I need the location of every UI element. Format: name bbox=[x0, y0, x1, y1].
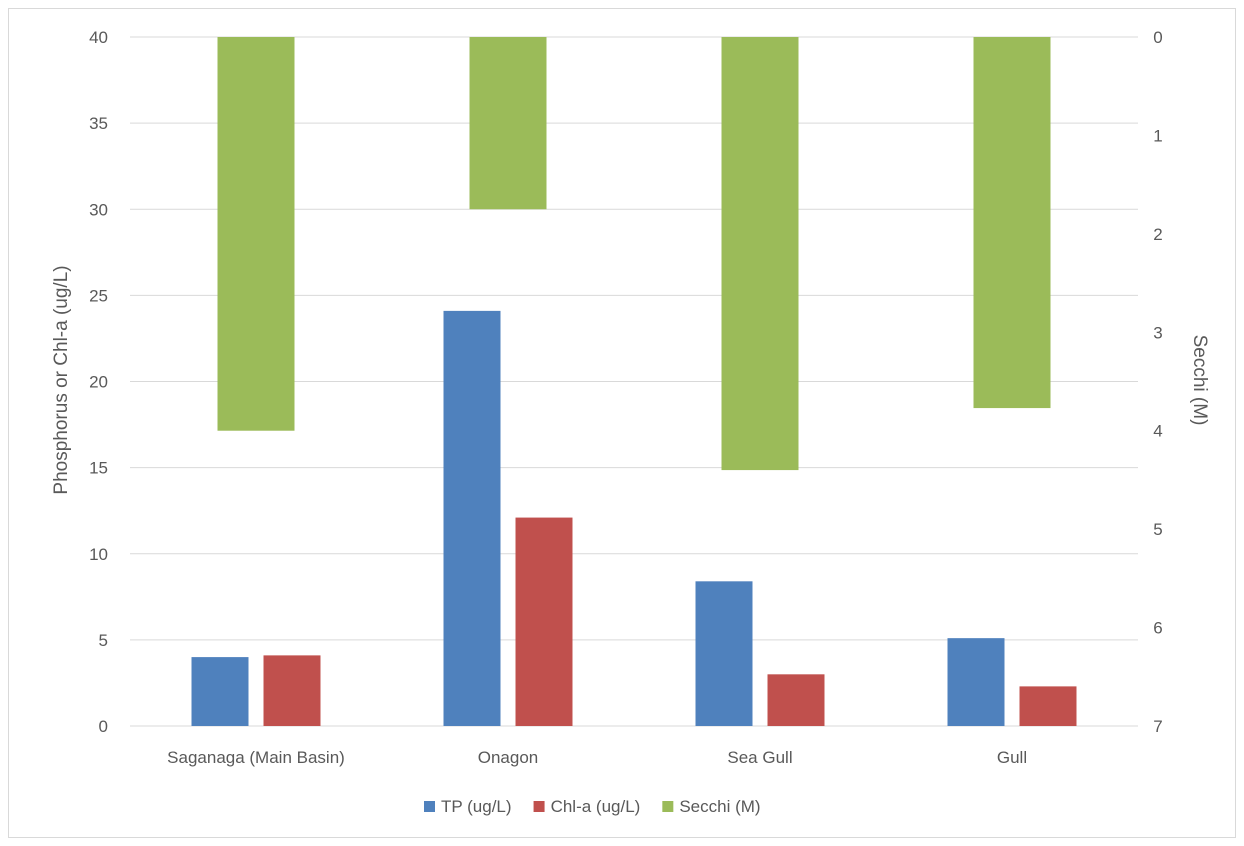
y2-tick-label: 4 bbox=[1153, 422, 1162, 441]
legend-label: Chl-a (ug/L) bbox=[551, 797, 641, 816]
y-tick-label: 40 bbox=[89, 28, 108, 47]
y2-tick-label: 0 bbox=[1153, 28, 1162, 47]
y-axis-title: Phosphorus or Chl-a (ug/L) bbox=[51, 265, 72, 494]
y2-tick-label: 3 bbox=[1153, 323, 1162, 342]
legend-label: Secchi (M) bbox=[679, 797, 760, 816]
y-tick-label: 10 bbox=[89, 545, 108, 564]
category-axis-ticks: Saganaga (Main Basin) Onagon Sea Gull Gull bbox=[167, 748, 1027, 767]
right-axis-ticks: 0 1 2 3 4 5 6 7 bbox=[1153, 28, 1162, 736]
y-tick-label: 20 bbox=[89, 373, 108, 392]
y2-axis-title: Secchi (M) bbox=[1189, 335, 1210, 426]
bar-secchi bbox=[721, 37, 799, 471]
bar-chla bbox=[767, 674, 825, 726]
bar-secchi bbox=[469, 37, 547, 210]
left-axis-ticks: 0 5 10 15 20 25 30 35 40 bbox=[89, 28, 108, 736]
y2-tick-label: 2 bbox=[1153, 225, 1162, 244]
y-tick-label: 0 bbox=[99, 717, 108, 736]
x-tick-label: Sea Gull bbox=[727, 748, 792, 767]
bar-tp bbox=[947, 638, 1005, 726]
bar-chla bbox=[515, 517, 573, 726]
bar-tp bbox=[695, 581, 753, 726]
y-tick-label: 30 bbox=[89, 200, 108, 219]
legend-swatch bbox=[424, 801, 435, 812]
y2-tick-label: 1 bbox=[1153, 126, 1162, 145]
y-tick-label: 25 bbox=[89, 286, 108, 305]
y2-tick-label: 6 bbox=[1153, 619, 1162, 638]
y2-tick-label: 5 bbox=[1153, 520, 1162, 539]
legend: TP (ug/L) Chl-a (ug/L) Secchi (M) bbox=[424, 797, 761, 816]
bar-secchi bbox=[973, 37, 1051, 409]
x-tick-label: Saganaga (Main Basin) bbox=[167, 748, 345, 767]
legend-swatch bbox=[533, 801, 545, 812]
bar-tp bbox=[443, 310, 501, 726]
y-tick-label: 15 bbox=[89, 459, 108, 478]
legend-swatch bbox=[662, 801, 674, 812]
bar-tp bbox=[191, 657, 249, 726]
y2-tick-label: 7 bbox=[1153, 717, 1162, 736]
y-tick-label: 5 bbox=[99, 631, 108, 650]
bar-chla bbox=[263, 655, 321, 726]
y-tick-label: 35 bbox=[89, 114, 108, 133]
x-tick-label: Onagon bbox=[478, 748, 539, 767]
bar-chla bbox=[1019, 686, 1077, 726]
bar-secchi bbox=[217, 37, 295, 431]
x-tick-label: Gull bbox=[997, 748, 1027, 767]
bars bbox=[191, 37, 1077, 726]
legend-label: TP (ug/L) bbox=[441, 797, 512, 816]
